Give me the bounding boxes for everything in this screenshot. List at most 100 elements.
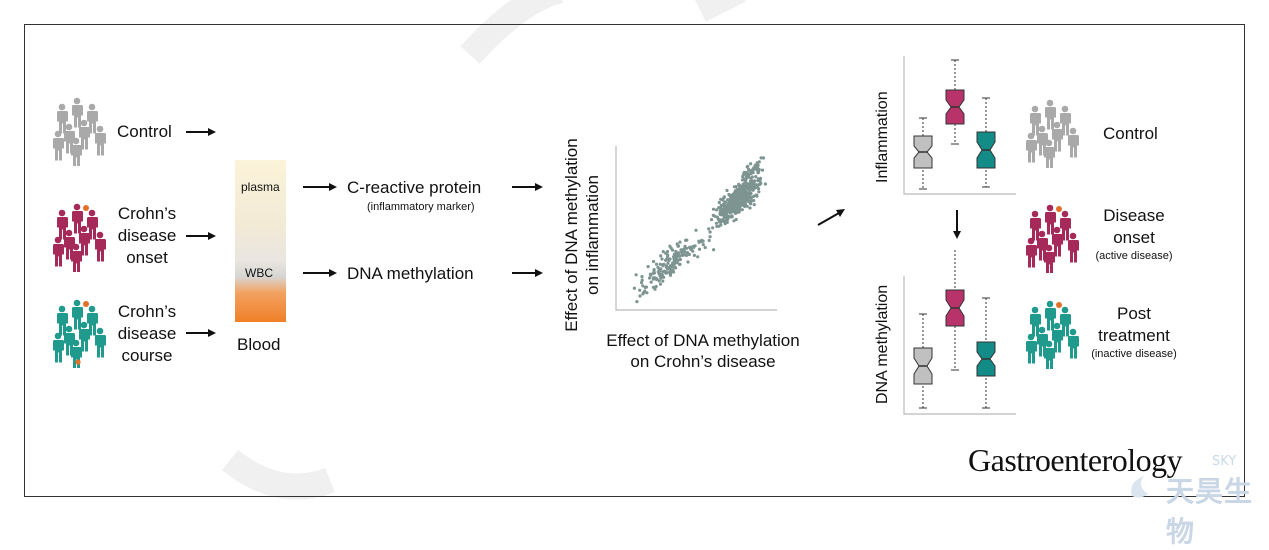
scatter-x-label-line-1: Effect of DNA methylation bbox=[606, 331, 800, 350]
scatter-point bbox=[737, 182, 741, 186]
scatter-point bbox=[649, 280, 653, 284]
course-line-3: course bbox=[121, 346, 173, 365]
scatter-point bbox=[747, 173, 751, 177]
scatter-point bbox=[717, 200, 721, 205]
scatter-point bbox=[645, 291, 649, 295]
scatter-point bbox=[719, 197, 723, 201]
journal-title: Gastroenterology bbox=[968, 442, 1183, 478]
scatter-point bbox=[737, 189, 742, 194]
scatter-point bbox=[729, 208, 733, 212]
boxplot-bottom-y-label: DNA methylation bbox=[874, 284, 891, 404]
scatter-point bbox=[692, 253, 696, 257]
scatter-point bbox=[657, 267, 661, 271]
scatter-point bbox=[750, 179, 754, 183]
scatter-point bbox=[666, 254, 670, 258]
scatter-point bbox=[744, 177, 748, 181]
onset-line-1: Crohn’s bbox=[117, 204, 177, 223]
scatter-point bbox=[740, 208, 744, 212]
scatter-point bbox=[659, 276, 663, 280]
scatter-point bbox=[757, 160, 761, 164]
scatter-point bbox=[654, 262, 659, 266]
scatter-point bbox=[641, 284, 645, 288]
course-line-1: Crohn’s bbox=[117, 302, 177, 321]
dna-methylation-label: DNA methylation bbox=[347, 264, 474, 283]
scatter-point bbox=[746, 164, 750, 168]
scatter-point bbox=[755, 186, 760, 190]
scatter-point bbox=[761, 156, 766, 160]
scatter-point bbox=[651, 277, 655, 281]
outcome-onset-crowd-icon bbox=[1025, 203, 1083, 273]
outcome-label-post: Post treatment (inactive disease) bbox=[1075, 303, 1193, 361]
scatter-point bbox=[644, 285, 648, 289]
scatter-point bbox=[734, 196, 739, 200]
outcome-label-control: Control bbox=[1103, 124, 1158, 143]
scatter-point bbox=[673, 265, 677, 269]
scatter-point bbox=[727, 206, 731, 210]
onset-outcome-line-2: onset bbox=[1113, 228, 1155, 247]
scatter-point bbox=[668, 257, 672, 261]
scatter-point bbox=[753, 186, 757, 190]
scatter-point bbox=[659, 254, 663, 258]
scatter-point bbox=[665, 250, 670, 254]
outcome-post-crowd-icon bbox=[1025, 299, 1083, 369]
arrow-wbc-dna bbox=[303, 269, 337, 277]
scatter-point bbox=[739, 203, 743, 207]
scatter-point bbox=[722, 220, 726, 224]
scatter-point bbox=[666, 261, 670, 265]
scatter-point bbox=[721, 203, 725, 207]
scatter-point bbox=[661, 279, 665, 283]
scatter-point bbox=[675, 261, 679, 265]
scatter-point bbox=[668, 273, 673, 277]
scatter-point bbox=[715, 224, 719, 228]
scatter-point bbox=[649, 273, 653, 277]
scatter-point bbox=[752, 166, 756, 170]
scatter-point bbox=[725, 220, 729, 224]
scatter-point bbox=[719, 213, 723, 217]
outcome-control-crowd-icon bbox=[1025, 98, 1083, 168]
arrow-scatter-boxplots bbox=[817, 209, 845, 226]
arrow-course bbox=[186, 329, 216, 337]
scatter-point bbox=[724, 205, 728, 209]
plasma-label: plasma bbox=[241, 180, 280, 194]
scatter-point bbox=[658, 262, 662, 266]
scatter-point bbox=[710, 218, 714, 222]
course-line-2: disease bbox=[117, 324, 177, 343]
onset-outcome-note: (active disease) bbox=[1095, 250, 1173, 262]
scatter-point bbox=[699, 240, 703, 244]
scatter-plot bbox=[615, 146, 777, 311]
scatter-points bbox=[632, 156, 767, 304]
scatter-point bbox=[675, 253, 679, 257]
scatter-point bbox=[670, 264, 674, 268]
scatter-point bbox=[722, 209, 726, 213]
scatter-point bbox=[747, 199, 751, 203]
scatter-point bbox=[752, 194, 756, 198]
scatter-point bbox=[697, 239, 701, 243]
scatter-point bbox=[675, 257, 679, 261]
scatter-point bbox=[748, 184, 752, 188]
scatter-point bbox=[723, 213, 727, 217]
scatter-point bbox=[750, 175, 754, 179]
figure-frame bbox=[24, 24, 1245, 497]
scatter-point bbox=[715, 215, 719, 219]
scatter-point bbox=[694, 228, 698, 232]
scatter-point bbox=[741, 182, 745, 186]
scatter-point bbox=[647, 276, 652, 280]
scatter-point bbox=[732, 198, 736, 202]
onset-line-3: onset bbox=[126, 248, 168, 267]
blood-label: Blood bbox=[237, 335, 281, 354]
wbc-label: WBC bbox=[245, 266, 273, 280]
scatter-point bbox=[692, 245, 696, 249]
scatter-point bbox=[739, 200, 743, 204]
scatter-point bbox=[755, 194, 759, 198]
scatter-point bbox=[725, 214, 729, 218]
scatter-point bbox=[668, 244, 672, 248]
scatter-point bbox=[696, 255, 700, 259]
post-outcome-line-1: Post bbox=[1116, 304, 1152, 323]
scatter-point bbox=[746, 193, 751, 197]
watermark-latin: SKY bbox=[1212, 454, 1237, 469]
scatter-point bbox=[703, 245, 707, 250]
scatter-point bbox=[685, 238, 689, 242]
scatter-point bbox=[737, 207, 741, 211]
arrow-down-boxplots bbox=[953, 210, 961, 239]
scatter-point bbox=[755, 183, 759, 187]
